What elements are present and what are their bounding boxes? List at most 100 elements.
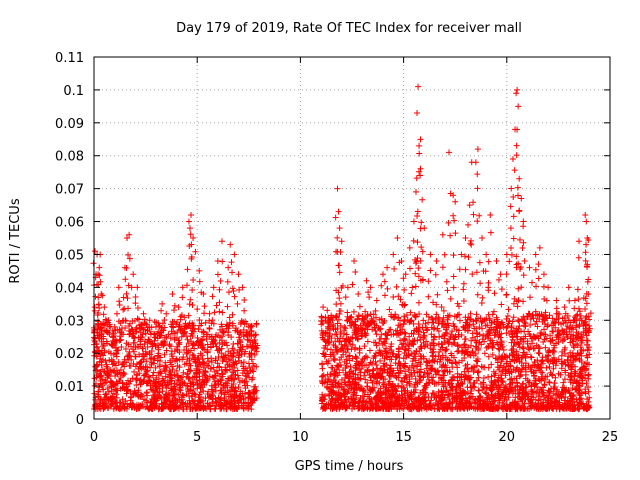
data-point [137, 364, 144, 371]
data-point [217, 326, 224, 333]
data-point [151, 331, 158, 338]
data-point [231, 251, 238, 258]
data-point [364, 393, 371, 400]
data-point [198, 352, 205, 359]
data-point [426, 401, 433, 408]
data-point [189, 287, 196, 294]
data-point [450, 320, 457, 327]
data-point [352, 354, 359, 361]
y-tick-label: 0.06 [55, 216, 84, 231]
data-point [96, 264, 103, 271]
data-point [494, 390, 501, 397]
data-point [515, 260, 522, 267]
data-point [123, 381, 130, 388]
data-point [417, 389, 424, 396]
data-point [95, 271, 102, 278]
data-point [109, 401, 116, 408]
data-point [553, 297, 560, 304]
data-point [456, 374, 463, 381]
data-point [237, 321, 244, 328]
data-point [216, 363, 223, 370]
data-point [101, 304, 108, 311]
data-point [430, 334, 437, 341]
data-point [201, 310, 208, 317]
data-point [110, 406, 117, 413]
data-point [410, 320, 417, 327]
data-point [225, 332, 232, 339]
data-point [220, 354, 227, 361]
data-point [571, 373, 578, 380]
data-point [229, 285, 236, 292]
data-point [439, 318, 446, 325]
data-point [494, 377, 501, 384]
data-point [525, 310, 532, 317]
data-point [232, 358, 239, 365]
data-point [586, 322, 593, 329]
data-point [177, 374, 184, 381]
data-point [369, 326, 376, 333]
data-point [449, 376, 456, 383]
data-point [411, 337, 418, 344]
data-point [179, 330, 186, 337]
data-point [336, 269, 343, 276]
data-point [464, 375, 471, 382]
data-point [336, 308, 343, 315]
data-point [421, 333, 428, 340]
data-point [400, 355, 407, 362]
data-point [476, 212, 483, 219]
data-point [519, 400, 526, 407]
data-point [415, 394, 422, 401]
data-point [390, 251, 397, 258]
data-point [440, 372, 447, 379]
data-point [552, 403, 559, 410]
data-point [188, 211, 195, 218]
data-point [155, 350, 162, 357]
data-point [408, 395, 415, 402]
data-point [229, 320, 236, 327]
data-point [412, 357, 419, 364]
data-point [133, 406, 140, 412]
data-point [504, 312, 511, 319]
data-point [489, 344, 496, 351]
data-point [171, 380, 178, 387]
data-point [577, 333, 584, 340]
data-point [117, 374, 124, 381]
data-point [193, 367, 200, 374]
data-point [413, 258, 420, 265]
data-point [318, 321, 325, 328]
data-point [190, 398, 197, 405]
data-point [354, 336, 361, 343]
data-point [445, 322, 452, 329]
data-point [434, 368, 441, 375]
data-point [334, 320, 341, 327]
data-point [201, 303, 208, 310]
data-point [511, 357, 518, 364]
data-point [570, 392, 577, 399]
data-point [451, 340, 458, 347]
data-point [585, 290, 592, 297]
data-point [177, 387, 184, 394]
data-point [386, 306, 393, 313]
data-point [141, 341, 148, 348]
data-point [362, 376, 369, 383]
data-point [585, 276, 592, 283]
data-point [157, 332, 164, 339]
data-point [429, 390, 436, 397]
data-point [430, 374, 437, 381]
data-point [539, 402, 546, 409]
data-point [325, 340, 332, 347]
data-point [543, 297, 550, 304]
data-point [340, 351, 347, 358]
data-point [417, 344, 424, 351]
data-point [426, 357, 433, 364]
data-point [142, 366, 149, 373]
data-point [559, 360, 566, 367]
data-point [148, 361, 155, 368]
data-point [213, 367, 220, 374]
data-point [332, 399, 339, 406]
data-point [545, 403, 552, 410]
data-point [586, 325, 593, 332]
data-point [109, 327, 116, 334]
data-point [438, 304, 445, 311]
data-point [483, 344, 490, 351]
